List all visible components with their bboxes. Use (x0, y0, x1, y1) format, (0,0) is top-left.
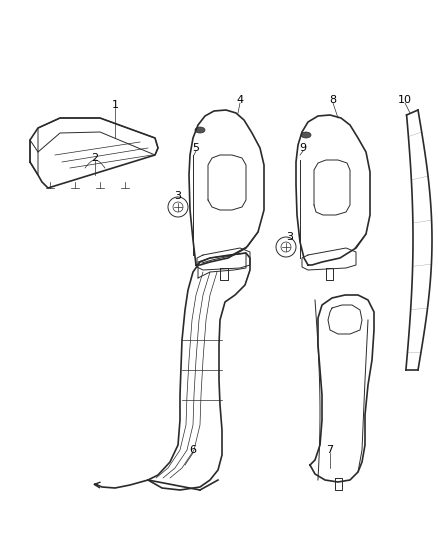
Text: 5: 5 (192, 143, 199, 153)
Ellipse shape (301, 132, 311, 138)
Text: 3: 3 (286, 232, 293, 242)
Text: 3: 3 (174, 191, 181, 201)
Text: 4: 4 (237, 95, 244, 105)
Text: 6: 6 (190, 445, 197, 455)
Text: 7: 7 (326, 445, 334, 455)
Text: 10: 10 (398, 95, 412, 105)
Ellipse shape (195, 127, 205, 133)
Text: 2: 2 (92, 153, 99, 163)
Text: 8: 8 (329, 95, 336, 105)
Text: 9: 9 (300, 143, 307, 153)
Text: 1: 1 (112, 100, 119, 110)
